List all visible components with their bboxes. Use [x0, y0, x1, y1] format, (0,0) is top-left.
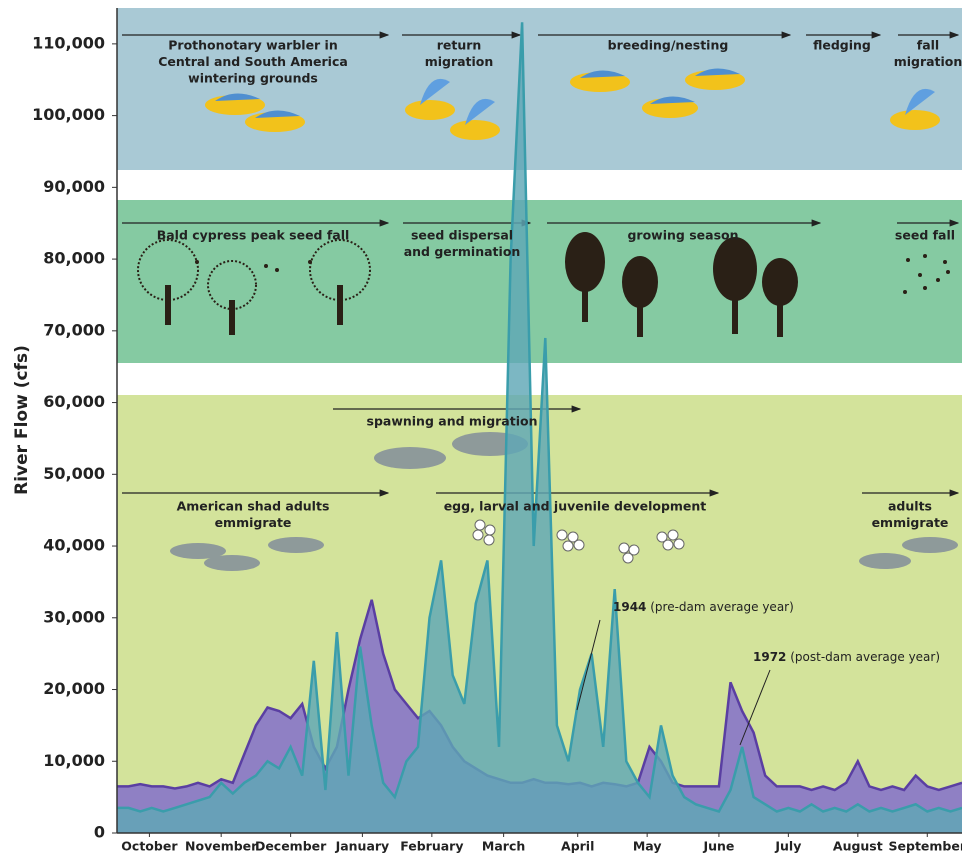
annotation: egg, larval and juvenile development — [444, 499, 707, 514]
tree-band — [117, 200, 962, 363]
series-note: (post-dam average year) — [790, 650, 940, 664]
series-name: 1944 — [613, 600, 646, 614]
y-tick-label: 110,000 — [32, 33, 105, 52]
tree-icons — [137, 232, 950, 337]
annotation: spawning and migration — [367, 414, 538, 429]
annotation: Central and South America — [158, 54, 348, 69]
x-tick-label: April — [561, 839, 594, 854]
x-tick-label: July — [774, 839, 801, 854]
leader-line — [739, 669, 771, 746]
annotation: emmigrate — [872, 515, 949, 530]
bird-icons — [205, 68, 940, 140]
area-line — [117, 22, 962, 813]
area-fill — [117, 22, 962, 834]
annotation: seed dispersal — [411, 228, 513, 243]
x-tick-label: January — [335, 839, 390, 854]
annotation: wintering grounds — [188, 71, 318, 86]
y-tick-label: 30,000 — [43, 607, 105, 626]
arrows — [122, 31, 960, 497]
annotation: Prothonotary warbler in — [168, 38, 338, 53]
annotation: emmigrate — [215, 515, 292, 530]
series-note: (pre-dam average year) — [650, 600, 794, 614]
y-tick-label: 20,000 — [43, 679, 105, 698]
annotation: growing season — [627, 228, 738, 243]
y-tick-label: 80,000 — [43, 249, 105, 268]
annotation: return — [437, 38, 482, 53]
series-label: 1972 (post-dam average year) — [753, 650, 940, 664]
y-tick-label: 40,000 — [43, 536, 105, 555]
y-tick-label: 0 — [94, 823, 105, 842]
x-tick-label: March — [482, 839, 525, 854]
x-tick-label: October — [121, 839, 178, 854]
x-tick-label: February — [400, 839, 463, 854]
annotation: fledging — [813, 38, 871, 53]
annotation: American shad adults — [177, 499, 330, 514]
annotation: seed fall — [895, 228, 955, 243]
series-name: 1972 — [753, 650, 786, 664]
y-tick-label: 70,000 — [43, 320, 105, 339]
y-tick-label: 90,000 — [43, 177, 105, 196]
bird-band — [117, 8, 962, 170]
y-tick-label: 50,000 — [43, 464, 105, 483]
plot — [117, 22, 962, 834]
annotation: Bald cypress peak seed fall — [157, 228, 350, 243]
annotation: migration — [425, 54, 494, 69]
x-tick-label: August — [833, 839, 883, 854]
y-tick-label: 60,000 — [43, 392, 105, 411]
x-tick-label: June — [702, 839, 734, 854]
y-axis-title: River Flow (cfs) — [12, 345, 32, 495]
annotation: migration — [894, 54, 962, 69]
x-tick-label: September — [889, 839, 962, 854]
annotation: fall — [917, 38, 939, 53]
egg-icons — [472, 519, 685, 564]
x-tick-label: December — [255, 839, 327, 854]
annotation: and germination — [404, 244, 521, 259]
x-tick-label: November — [185, 839, 258, 854]
series-label: 1944 (pre-dam average year) — [613, 600, 794, 614]
leader-line — [576, 619, 601, 711]
annotation: adults — [888, 499, 932, 514]
y-tick-label: 10,000 — [43, 751, 105, 770]
y-tick-label: 100,000 — [32, 105, 105, 124]
x-tick-label: May — [633, 839, 662, 854]
annotation: breeding/nesting — [608, 38, 729, 53]
